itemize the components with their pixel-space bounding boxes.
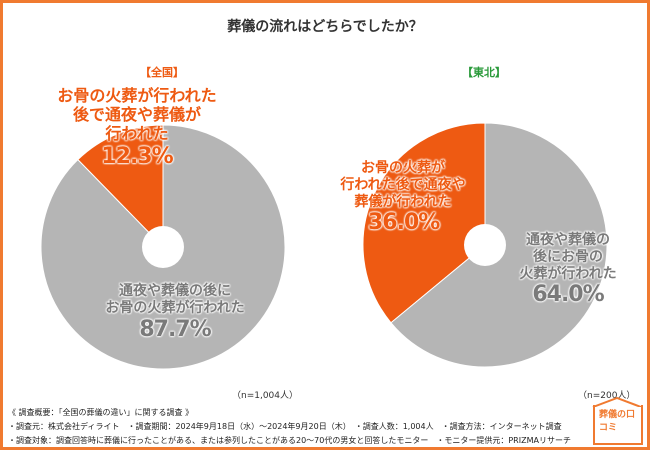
logo: 葬儀の口コミ — [592, 397, 643, 445]
label-national-wake-first: 通夜や葬儀の後に お骨の火葬が行われた 87.7% — [90, 283, 260, 343]
region-label-national: 【全国】 — [140, 66, 184, 79]
label-tohoku-wake-first: 通夜や葬儀の 後にお骨の 火葬が行われた 64.0% — [508, 232, 628, 309]
footnote-line: 《 調査概要：「全国の葬儀の違い」に関する調査 》 — [8, 408, 194, 417]
label-line: 後で通夜や葬儀が — [72, 105, 201, 125]
donut-hole — [142, 226, 184, 268]
house-roof-icon — [592, 397, 642, 407]
chart-title: 葬儀の流れはどちらでしたか？ — [227, 19, 423, 35]
label-line: 通夜や葬儀の後に — [119, 283, 231, 299]
label-line: 行われた — [105, 124, 169, 144]
pie-national — [40, 124, 286, 370]
region-label-tohoku: 【東北】 — [462, 66, 506, 79]
label-line: 後にお骨の — [533, 248, 603, 265]
pie-slice — [77, 124, 164, 249]
value-label: 64.0% — [532, 282, 604, 308]
pie-slice — [362, 122, 486, 324]
donut-hole — [464, 224, 506, 266]
label-line: お骨の火葬が行われた — [105, 299, 245, 316]
value-label: 87.7% — [139, 316, 211, 342]
label-line: 通夜や葬儀の — [526, 232, 610, 248]
label-national-cremation-first: お骨の火葬が行われた 後で通夜や葬儀が 行われた 12.3% — [22, 86, 252, 170]
logo-text: 葬儀の口コミ — [599, 410, 636, 433]
footnote-line: ・調査元：株式会社ディライト ・調査期間：2024年9月18日（水）～2024年… — [8, 422, 562, 431]
label-line: お骨の火葬が — [361, 160, 445, 176]
label-line: 行われた後で通夜や — [340, 176, 466, 193]
sample-size-tohoku: （n=200人） — [578, 391, 636, 401]
survey-footnote: 《 調査概要：「全国の葬儀の違い」に関する調査 》 ・調査元：株式会社ディライト… — [8, 406, 571, 448]
label-line: 火葬が行われた — [519, 265, 617, 282]
label-line: お骨の火葬が行われた — [57, 86, 217, 105]
label-line: 葬儀が行われた — [354, 193, 452, 210]
sample-size-national: （n=1,004人） — [232, 391, 299, 401]
pie-tohoku — [362, 122, 608, 368]
value-label: 12.3% — [101, 143, 173, 169]
footnote-line: ・調査対象：調査回答時に葬儀に行ったことがある、または参列したことがある20～7… — [8, 436, 571, 445]
label-tohoku-cremation-first: お骨の火葬が 行われた後で通夜や 葬儀が行われた 36.0% — [318, 160, 488, 237]
value-label: 36.0% — [368, 210, 440, 236]
